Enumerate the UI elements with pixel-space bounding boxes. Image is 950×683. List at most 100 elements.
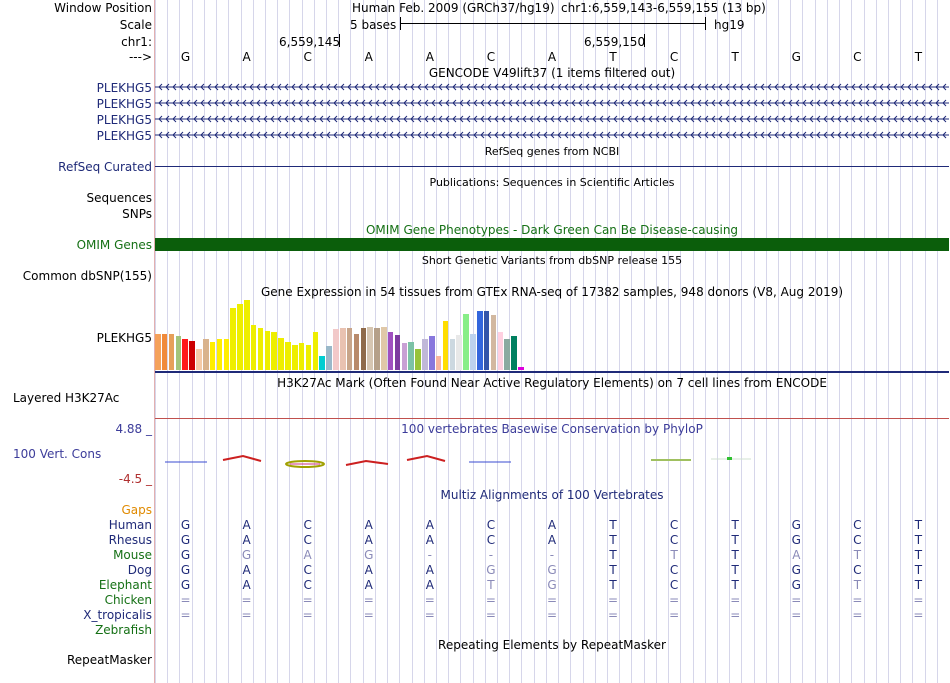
gtex-tissue-bar[interactable]	[470, 333, 476, 370]
phylop-title[interactable]: 100 vertebrates Basewise Conservation by…	[401, 422, 703, 436]
gtex-tissue-bar[interactable]	[271, 332, 278, 370]
phylop-plot[interactable]	[155, 448, 949, 478]
gtex-tissue-bar[interactable]	[401, 343, 408, 370]
alignment-base: T	[853, 578, 862, 592]
h3k27ac-title[interactable]: H3K27Ac Mark (Often Found Near Active Re…	[277, 376, 827, 390]
gencode-transcript[interactable]	[155, 98, 949, 108]
gtex-tissue-bar[interactable]	[161, 333, 168, 370]
gtex-tissue-bar[interactable]	[449, 338, 456, 370]
repeatmasker-title[interactable]: Repeating Elements by RepeatMasker	[438, 638, 666, 652]
gtex-tissue-bar[interactable]	[202, 338, 209, 370]
gtex-tissue-bar[interactable]	[476, 310, 483, 370]
gtex-tissue-bar[interactable]	[422, 339, 428, 370]
species-label[interactable]: Rhesus	[108, 533, 152, 547]
gtex-tissue-bar[interactable]	[216, 339, 223, 370]
gtex-gene-label[interactable]: PLEKHG5	[96, 331, 152, 345]
gtex-tissue-bar[interactable]	[250, 325, 257, 370]
sequences-label[interactable]: Sequences	[86, 191, 152, 205]
gtex-tissue-bar[interactable]	[518, 367, 524, 370]
gencode-transcript[interactable]	[155, 82, 949, 92]
gtex-tissue-bar[interactable]	[292, 344, 298, 370]
alignment-base: G	[180, 548, 191, 562]
gtex-tissue-bar[interactable]	[209, 342, 216, 370]
gtex-tissue-bar[interactable]	[237, 303, 243, 370]
gtex-tissue-bar[interactable]	[264, 330, 271, 370]
species-label[interactable]: Mouse	[113, 548, 152, 562]
gtex-tissue-bar[interactable]	[168, 333, 175, 370]
dbsnp-title[interactable]: Short Genetic Variants from dbSNP releas…	[421, 254, 683, 267]
alignment-base: T	[731, 533, 739, 547]
omim-gene-bar[interactable]	[155, 238, 949, 251]
gtex-tissue-bar[interactable]	[374, 328, 380, 370]
gencode-row-label[interactable]: PLEKHG5	[96, 113, 152, 127]
gtex-tissue-bar[interactable]	[230, 308, 236, 370]
gtex-tissue-bar[interactable]	[326, 346, 332, 370]
gtex-tissue-bar[interactable]	[278, 337, 284, 370]
common-dbsnp-label[interactable]: Common dbSNP(155)	[22, 269, 152, 283]
gtex-tissue-bar[interactable]	[196, 349, 202, 370]
gtex-tissue-bar[interactable]	[442, 321, 449, 370]
gtex-tissue-bar[interactable]	[182, 339, 188, 370]
species-label[interactable]: Chicken	[104, 593, 152, 607]
gtex-tissue-bar[interactable]	[155, 333, 161, 370]
omim-genes-label[interactable]: OMIM Genes	[76, 238, 152, 252]
gtex-tissue-bar[interactable]	[353, 333, 360, 370]
gencode-title[interactable]: GENCODE V49lift37 (1 items filtered out)	[428, 66, 676, 80]
gencode-row-label[interactable]: PLEKHG5	[96, 81, 152, 95]
gtex-tissue-bar[interactable]	[504, 339, 510, 370]
gtex-tissue-bar[interactable]	[381, 326, 387, 370]
gtex-tissue-bar[interactable]	[305, 344, 312, 370]
gencode-row-label[interactable]: PLEKHG5	[96, 129, 152, 143]
gtex-tissue-bar[interactable]	[394, 335, 401, 370]
gtex-tissue-bar[interactable]	[339, 328, 346, 370]
gtex-tissue-bar[interactable]	[319, 356, 325, 370]
species-label[interactable]: X_tropicalis	[83, 608, 152, 622]
gtex-tissue-bar[interactable]	[257, 328, 264, 370]
gencode-row-label[interactable]: PLEKHG5	[96, 97, 152, 111]
multiz-title[interactable]: Multiz Alignments of 100 Vertebrates	[440, 488, 664, 502]
gtex-tissue-bar[interactable]	[175, 336, 182, 370]
phylop-track-label[interactable]: 100 Vert. Cons	[13, 447, 102, 461]
gtex-title[interactable]: Gene Expression in 54 tissues from GTEx …	[260, 285, 844, 299]
gtex-tissue-bar[interactable]	[511, 336, 517, 370]
gtex-tissue-bar[interactable]	[456, 335, 462, 370]
alignment-base: G	[180, 518, 191, 532]
gtex-tissue-bar[interactable]	[415, 349, 421, 370]
gtex-tissue-bar[interactable]	[346, 328, 353, 370]
gtex-tissue-bar[interactable]	[408, 342, 415, 370]
gencode-transcript[interactable]	[155, 130, 949, 140]
gtex-tissue-bar[interactable]	[497, 332, 504, 370]
gaps-label[interactable]: Gaps	[121, 503, 152, 517]
gtex-expression-bars[interactable]	[155, 300, 535, 370]
publications-title[interactable]: Publications: Sequences in Scientific Ar…	[429, 176, 675, 189]
gencode-transcript[interactable]	[155, 114, 949, 124]
gtex-tissue-bar[interactable]	[360, 328, 367, 370]
species-label[interactable]: Zebrafish	[95, 623, 152, 637]
species-label[interactable]: Elephant	[98, 578, 152, 592]
repeatmasker-label[interactable]: RepeatMasker	[66, 653, 152, 667]
refseq-gene-line[interactable]	[155, 166, 949, 167]
omim-title[interactable]: OMIM Gene Phenotypes - Dark Green Can Be…	[365, 223, 739, 237]
track-area[interactable]: Human Feb. 2009 (GRCh37/hg19) chr1:6,559…	[155, 0, 949, 683]
gtex-tissue-bar[interactable]	[223, 339, 230, 370]
gtex-tissue-bar[interactable]	[285, 342, 291, 370]
refseq-title[interactable]: RefSeq genes from NCBI	[484, 145, 620, 158]
refseq-curated-label[interactable]: RefSeq Curated	[58, 160, 152, 174]
gtex-tissue-bar[interactable]	[189, 340, 195, 370]
alignment-base: =	[791, 608, 802, 622]
gtex-tissue-bar[interactable]	[244, 300, 250, 370]
gtex-tissue-bar[interactable]	[429, 336, 435, 370]
gtex-tissue-bar[interactable]	[387, 332, 394, 370]
gtex-tissue-bar[interactable]	[312, 332, 319, 370]
gtex-tissue-bar[interactable]	[490, 315, 497, 370]
gtex-tissue-bar[interactable]	[298, 343, 305, 370]
species-label[interactable]: Human	[108, 518, 152, 532]
gtex-tissue-bar[interactable]	[435, 356, 442, 370]
gtex-tissue-bar[interactable]	[367, 326, 373, 370]
species-label[interactable]: Dog	[127, 563, 152, 577]
gtex-tissue-bar[interactable]	[463, 314, 469, 370]
gtex-tissue-bar[interactable]	[333, 329, 339, 370]
gtex-tissue-bar[interactable]	[483, 311, 490, 370]
snps-label[interactable]: SNPs	[122, 207, 152, 221]
h3k27ac-label[interactable]: Layered H3K27Ac	[13, 391, 120, 405]
